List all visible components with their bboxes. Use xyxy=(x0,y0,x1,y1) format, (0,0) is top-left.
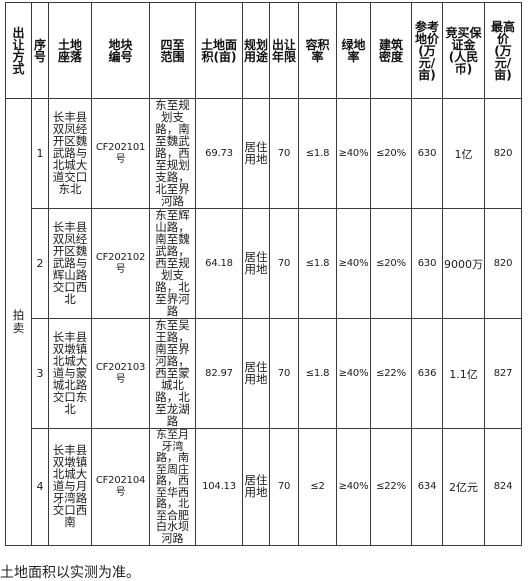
green-cell: ≥40% xyxy=(336,208,371,319)
area-cell: 69.73 xyxy=(195,98,243,209)
density-cell: ≤20% xyxy=(370,208,412,319)
header-transfer-method: 出让方式 xyxy=(5,2,32,99)
area-cell: 104.13 xyxy=(195,428,243,546)
term-cell: 70 xyxy=(269,98,299,209)
seq-cell: 4 xyxy=(31,428,49,546)
ref-price-cell: 630 xyxy=(411,98,443,209)
header-seq: 序号 xyxy=(31,2,49,99)
header-boundary: 四至范围 xyxy=(149,2,196,99)
area-cell: 82.97 xyxy=(195,318,243,429)
green-cell: ≥40% xyxy=(336,428,371,546)
table-row: 2 长丰县双凤经开区魏武路与辉山路交口西北 CF202102号 东至辉山路，南至… xyxy=(6,208,522,319)
term-cell: 70 xyxy=(269,318,299,429)
ref-price-cell: 634 xyxy=(411,428,443,546)
table-row: 4 长丰县双墩镇北城大道与月牙湾路交口西南 CF202104号 东至月牙湾路，南… xyxy=(6,428,522,546)
parcel-no-cell: CF202102号 xyxy=(91,208,150,319)
header-parcel-no: 地块编号 xyxy=(91,2,150,99)
header-location: 土地座落 xyxy=(48,2,92,99)
max-price-cell: 824 xyxy=(484,428,522,546)
header-ref-price: 参考地价(万元/亩) xyxy=(411,2,443,99)
boundary-cell: 东至规划支路，南至魏武路，西至规划支路，北至界河路 xyxy=(149,98,196,209)
land-parcel-table: 出让方式 序号 土地座落 地块编号 四至范围 土地面积(亩) 规划用途 出让年限… xyxy=(5,2,522,546)
use-cell: 居住用地 xyxy=(242,98,270,209)
deposit-cell: 1.1亿 xyxy=(442,318,485,429)
far-cell: ≤1.8 xyxy=(298,98,337,209)
table-row: 拍卖 1 长丰县双凤经开区魏武路与北城大道交口东北 CF202101号 东至规划… xyxy=(5,98,522,546)
footer-note: 土地面积以实测为准。 xyxy=(0,565,140,581)
ref-price-cell: 630 xyxy=(411,208,443,319)
seq-cell: 1 xyxy=(31,98,49,209)
header-use: 规划用途 xyxy=(242,2,270,99)
max-price-cell: 820 xyxy=(484,98,522,209)
density-cell: ≤22% xyxy=(370,428,412,546)
boundary-cell: 东至月牙湾路，南至周庄路，西至华西路，北至合肥白水坝河路 xyxy=(149,428,196,546)
ref-price-cell: 636 xyxy=(411,318,443,429)
parcel-no-cell: CF202101号 xyxy=(91,98,150,209)
boundary-cell: 东至辉山路，南至魏武路，西至规划支路，北至界河路 xyxy=(149,208,196,319)
use-cell: 居住用地 xyxy=(242,208,270,319)
green-cell: ≥40% xyxy=(336,98,371,209)
header-green: 绿地率 xyxy=(336,2,371,99)
density-cell: ≤20% xyxy=(370,98,412,209)
parcel-no-cell: CF202104号 xyxy=(91,428,150,546)
header-area: 土地面积(亩) xyxy=(195,2,243,99)
location-cell: 长丰县双墩镇北城大道与月牙湾路交口西南 xyxy=(48,428,92,546)
use-cell: 居住用地 xyxy=(242,428,270,546)
header-row: 出让方式 序号 土地座落 地块编号 四至范围 土地面积(亩) 规划用途 出让年限… xyxy=(5,2,522,99)
parcel-no-cell: CF202103号 xyxy=(91,318,150,429)
far-cell: ≤2 xyxy=(298,428,337,546)
location-cell: 长丰县双墩镇北城大道与蒙城北路交口东北 xyxy=(48,318,92,429)
header-density: 建筑密度 xyxy=(370,2,412,99)
deposit-cell: 1亿 xyxy=(442,98,485,209)
term-cell: 70 xyxy=(269,208,299,319)
header-far: 容积率 xyxy=(298,2,337,99)
density-cell: ≤22% xyxy=(370,318,412,429)
header-term: 出让年限 xyxy=(269,2,299,99)
use-cell: 居住用地 xyxy=(242,318,270,429)
transfer-method-cell: 拍卖 xyxy=(5,98,32,546)
area-cell: 64.18 xyxy=(195,208,243,319)
deposit-cell: 9000万 xyxy=(442,208,485,319)
header-max-price: 最高价(万元/亩) xyxy=(484,2,522,99)
table-row: 3 长丰县双墩镇北城大道与蒙城北路交口东北 CF202103号 东至吴王路，南至… xyxy=(6,318,522,429)
far-cell: ≤1.8 xyxy=(298,208,337,319)
boundary-cell: 东至吴王路，南至界河路，西至蒙城北路，北至龙湖路 xyxy=(149,318,196,429)
max-price-cell: 827 xyxy=(484,318,522,429)
max-price-cell: 820 xyxy=(484,208,522,319)
deposit-cell: 2亿元 xyxy=(442,428,485,546)
land-auction-table-sheet: 出让方式 序号 土地座落 地块编号 四至范围 土地面积(亩) 规划用途 出让年限… xyxy=(5,2,522,546)
far-cell: ≤1.8 xyxy=(298,318,337,429)
location-cell: 长丰县双凤经开区魏武路与辉山路交口西北 xyxy=(48,208,92,319)
header-deposit: 竞买保证金(人民币) xyxy=(442,2,485,99)
location-cell: 长丰县双凤经开区魏武路与北城大道交口东北 xyxy=(48,98,92,209)
seq-cell: 3 xyxy=(31,318,49,429)
term-cell: 70 xyxy=(269,428,299,546)
seq-cell: 2 xyxy=(31,208,49,319)
green-cell: ≥40% xyxy=(336,318,371,429)
